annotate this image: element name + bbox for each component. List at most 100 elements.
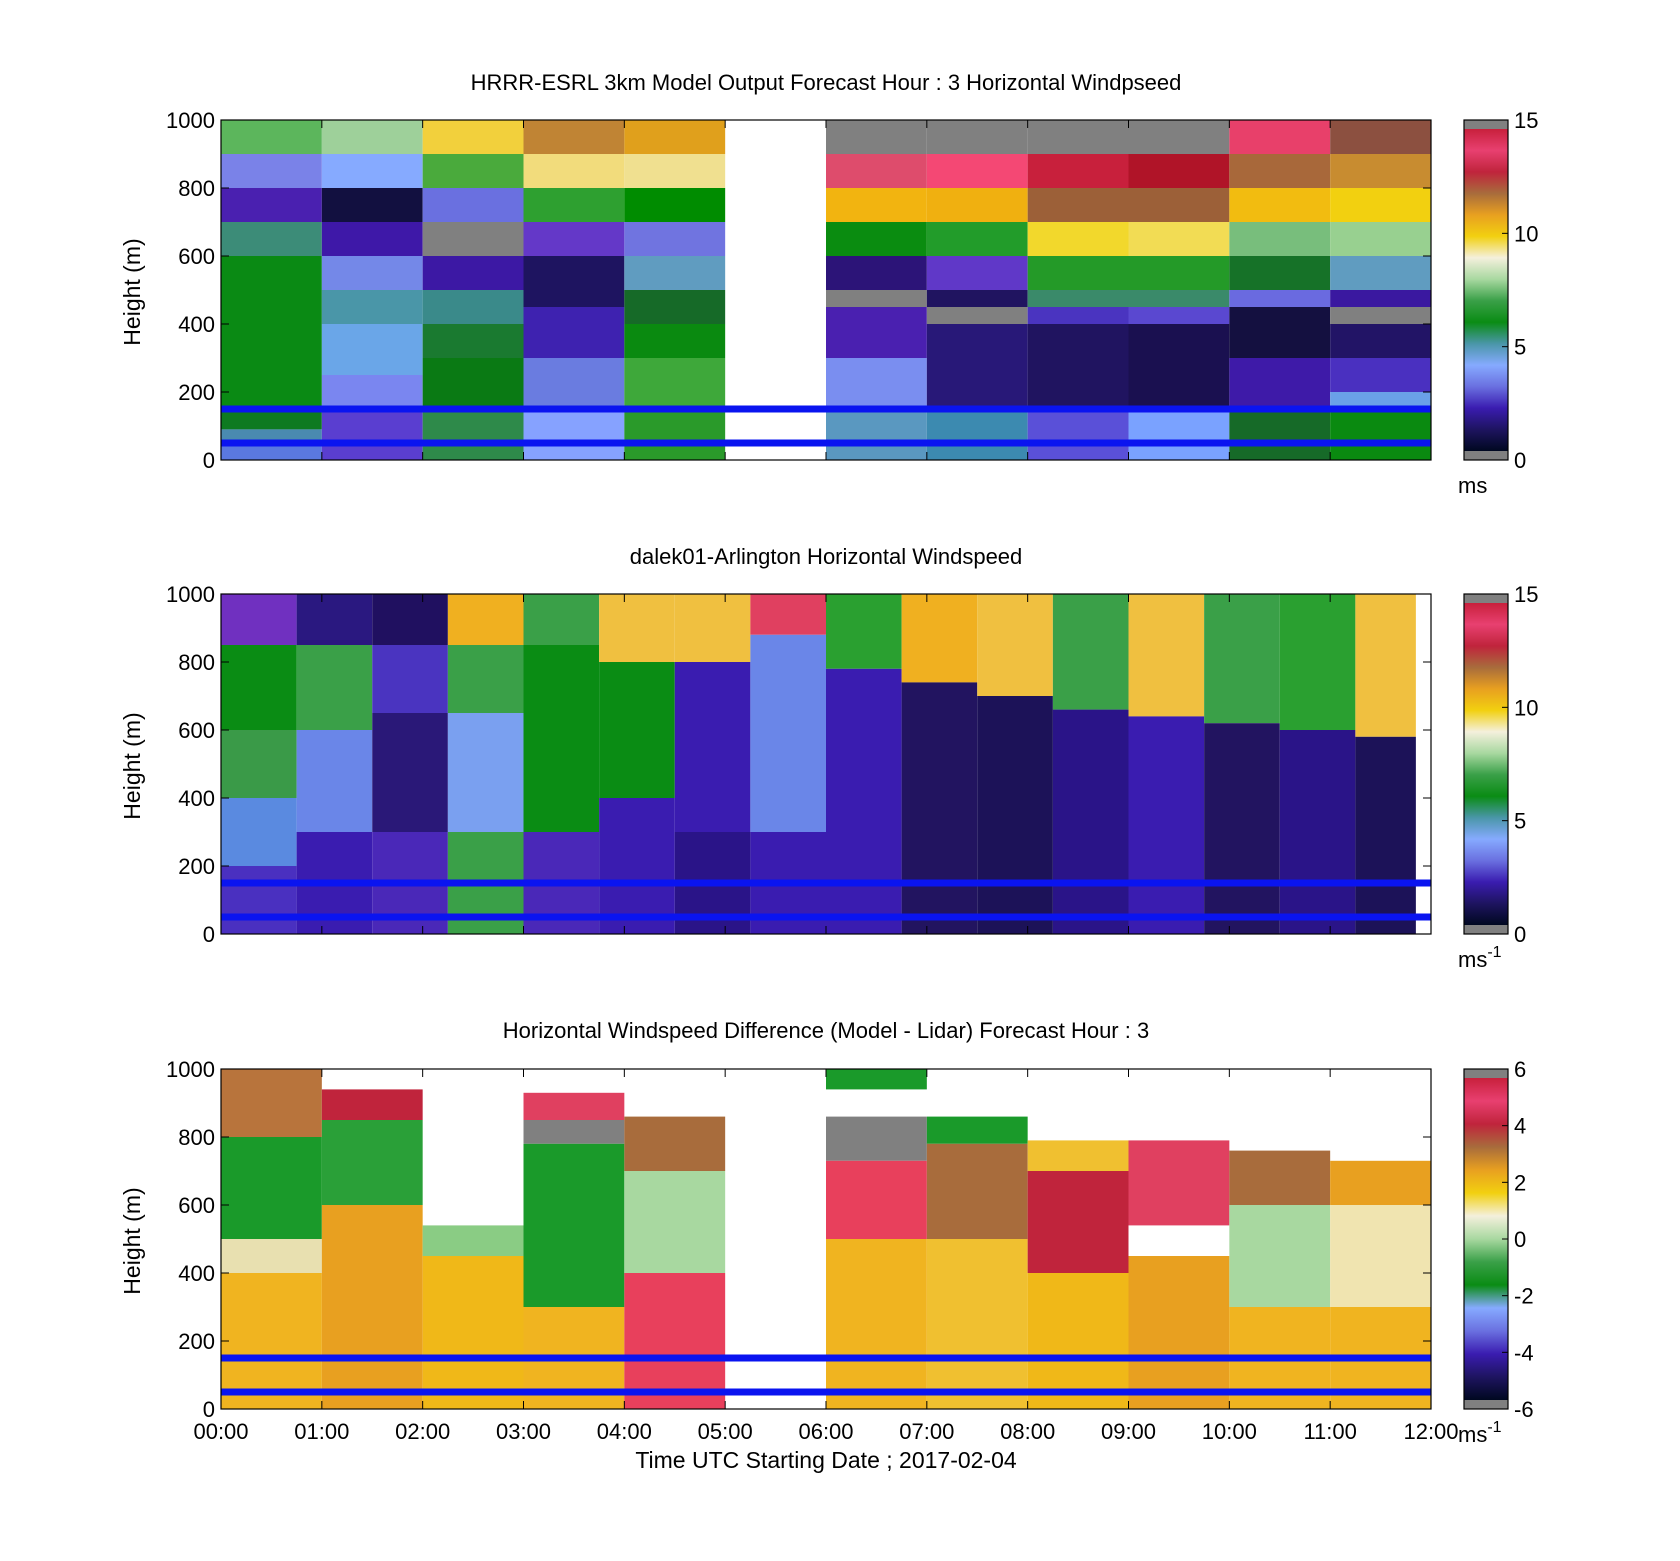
heatmap-cell: [1229, 290, 1331, 307]
colorbar-gradient: [1464, 129, 1508, 451]
heatmap-cell: [523, 358, 625, 409]
heatmap-cell: [422, 1225, 524, 1256]
heatmap-cell: [599, 594, 675, 662]
y-tick-label: 0: [203, 1397, 215, 1422]
heatmap-cell: [1229, 358, 1331, 409]
heatmap-cell: [624, 120, 726, 154]
heatmap-cell: [321, 154, 423, 188]
panel-lidar-cells: [221, 594, 1416, 934]
heatmap-cell: [826, 188, 927, 222]
x-tick-label: 08:00: [1000, 1419, 1055, 1444]
heatmap-cell: [422, 154, 524, 188]
heatmap-cell: [977, 696, 1053, 934]
heatmap-cell: [926, 256, 1028, 290]
heatmap-cell: [674, 594, 751, 662]
heatmap-cell: [624, 409, 726, 460]
heatmap-cell: [1128, 716, 1205, 934]
heatmap-cell: [1229, 120, 1331, 154]
colorbar-unit: ms: [1458, 473, 1487, 498]
panel-model-cells: [221, 120, 1431, 460]
heatmap-cell: [826, 307, 927, 358]
heatmap-cell: [523, 645, 600, 832]
heatmap-cell: [1330, 222, 1431, 256]
heatmap-cell: [523, 222, 625, 256]
figure-xlabel: Time UTC Starting Date ; 2017-02-04: [635, 1447, 1017, 1473]
heatmap-cell: [1027, 188, 1129, 222]
heatmap-cell: [1128, 409, 1230, 460]
heatmap-cell: [447, 713, 524, 832]
heatmap-cell: [1027, 154, 1129, 188]
heatmap-cell: [1229, 256, 1331, 290]
heatmap-cell: [1330, 188, 1431, 222]
heatmap-cell: [523, 256, 625, 307]
heatmap-cell: [624, 358, 726, 409]
panel-model-ylabel: Height (m): [119, 238, 145, 345]
heatmap-cell: [1355, 594, 1416, 737]
heatmap-cell: [321, 256, 423, 290]
heatmap-cell: [523, 188, 625, 222]
heatmap-cell: [1027, 1140, 1129, 1171]
heatmap-cell: [826, 358, 927, 409]
heatmap-cell: [1027, 120, 1129, 154]
heatmap-cell: [826, 668, 902, 934]
heatmap-cell: [1229, 188, 1331, 222]
heatmap-cell: [624, 324, 726, 358]
y-tick-label: 600: [178, 1193, 215, 1218]
heatmap-cell: [926, 1239, 1028, 1409]
panel-difference-axes: 0 200 400 600 800 1000 00:00 01:00 02:00 03:00 04:…: [166, 1057, 1458, 1444]
heatmap-cell: [221, 730, 297, 798]
heatmap-cell: [1330, 256, 1431, 290]
heatmap-cell: [422, 188, 524, 222]
heatmap-cell: [1027, 1273, 1129, 1409]
colorbar-tick-label: -6: [1514, 1397, 1534, 1422]
heatmap-cell: [1027, 290, 1129, 307]
heatmap-cell: [321, 222, 423, 256]
heatmap-cell: [624, 188, 726, 222]
heatmap-cell: [599, 662, 675, 798]
y-tick-label: 800: [178, 1125, 215, 1150]
x-tick-label: 01:00: [294, 1419, 349, 1444]
heatmap-cell: [1128, 1140, 1230, 1226]
heatmap-cell: [1229, 409, 1331, 460]
heatmap-cell: [1128, 154, 1230, 188]
y-tick-label: 0: [203, 922, 215, 947]
heatmap-cell: [624, 1171, 726, 1273]
heatmap-cell: [221, 1273, 322, 1409]
heatmap-cell: [1128, 256, 1230, 290]
panel-model-colorbar: 0 5 10 15 ms: [1458, 108, 1538, 498]
heatmap-cell: [1330, 324, 1431, 358]
panel-model-axes: 0 200 400 600 800 1000: [166, 108, 1432, 473]
x-tick-label: 10:00: [1202, 1419, 1257, 1444]
colorbar-tick-label: 5: [1514, 335, 1526, 360]
colorbar-tick-label: 5: [1514, 809, 1526, 834]
colorbar-gradient: [1464, 1078, 1508, 1400]
heatmap-cell: [1330, 358, 1431, 392]
colorbar-tick-label: 15: [1514, 108, 1538, 133]
heatmap-cell: [826, 256, 927, 290]
heatmap-cell: [523, 307, 625, 358]
heatmap-cell: [523, 154, 625, 188]
heatmap-cell: [422, 1256, 524, 1409]
heatmap-cell: [826, 1239, 927, 1409]
panel-difference-ylabel: Height (m): [119, 1187, 145, 1294]
heatmap-cell: [221, 1137, 322, 1239]
x-tick-label: 02:00: [395, 1419, 450, 1444]
heatmap-cell: [422, 120, 524, 154]
heatmap-cell: [321, 1120, 423, 1205]
heatmap-cell: [1330, 290, 1431, 307]
y-tick-label: 200: [178, 380, 215, 405]
heatmap-cell: [221, 188, 322, 222]
heatmap-cell: [826, 1069, 927, 1090]
heatmap-cell: [901, 682, 978, 934]
heatmap-cell: [926, 154, 1028, 188]
heatmap-cell: [750, 594, 826, 635]
heatmap-cell: [1330, 392, 1431, 409]
colorbar-cap: [1464, 594, 1508, 603]
heatmap-cell: [321, 375, 423, 409]
x-tick-label: 03:00: [496, 1419, 551, 1444]
colorbar-tick-label: 10: [1514, 221, 1538, 246]
heatmap-cell: [372, 645, 448, 713]
heatmap-cell: [624, 222, 726, 256]
